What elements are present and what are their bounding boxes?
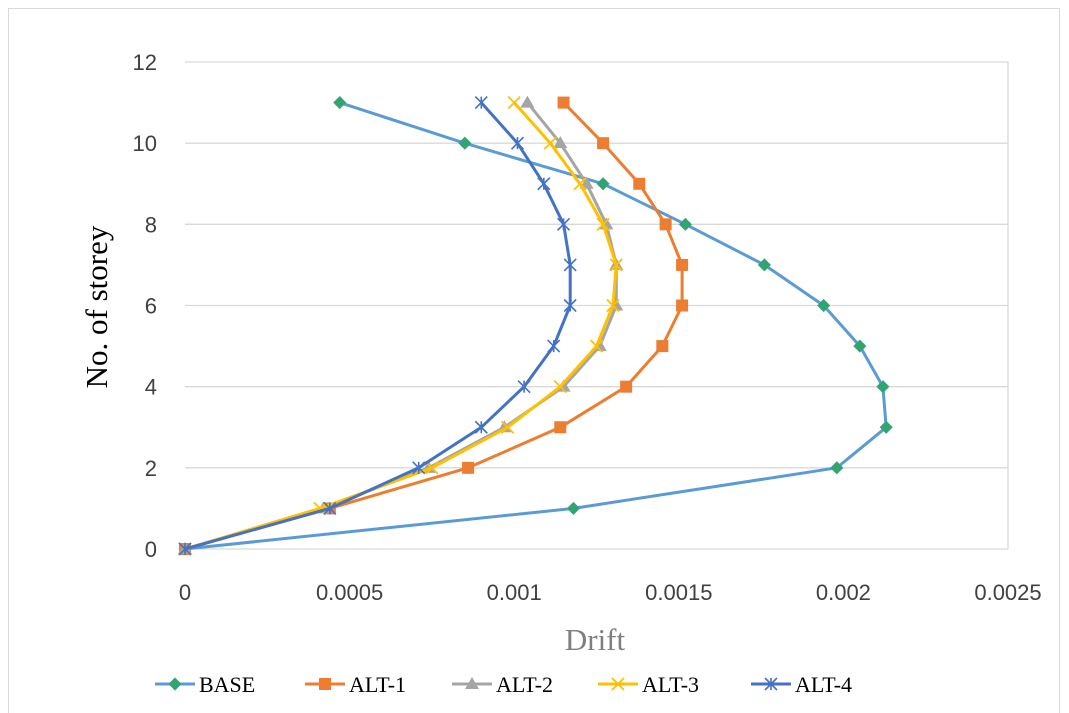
x-tick-label: 0.001 (487, 580, 542, 605)
data-point (178, 542, 192, 556)
x-tick-label: 0.0005 (316, 580, 383, 605)
data-point (474, 96, 488, 110)
data-point (507, 95, 521, 110)
y-axis-label: No. of storey (79, 225, 114, 388)
data-point (462, 461, 475, 474)
data-point (656, 340, 669, 353)
data-point (537, 177, 551, 191)
data-point (425, 461, 439, 475)
data-point (611, 677, 625, 691)
data-point (606, 298, 620, 313)
data-point (557, 96, 570, 109)
data-point (412, 461, 426, 475)
legend-item-alt-4: ALT-4 (751, 672, 852, 697)
x-axis-label: Drift (565, 622, 626, 657)
legend-label: ALT-4 (795, 672, 852, 697)
y-tick-labels: 0 2 4 6 8 10 12 (133, 50, 157, 562)
legend-label: ALT-1 (349, 672, 406, 697)
data-point (517, 380, 531, 394)
data-point (764, 677, 778, 691)
data-point (566, 501, 581, 515)
y-tick-label: 2 (145, 456, 157, 481)
series-line (184, 101, 618, 551)
grid-lines (185, 61, 1009, 550)
data-point (557, 217, 571, 231)
y-tick-label: 12 (133, 50, 157, 75)
data-point (573, 177, 587, 191)
series-base (178, 96, 893, 556)
series-lines (178, 95, 893, 556)
x-tick-labels: 0 0.0005 0.001 0.0015 0.002 0.0025 (179, 580, 1042, 605)
data-point (597, 137, 610, 150)
y-tick-label: 10 (133, 131, 157, 156)
data-point (757, 258, 771, 272)
series-line (184, 101, 684, 551)
data-point (563, 298, 577, 313)
x-tick-label: 0.0025 (974, 580, 1041, 605)
series-alt-1 (179, 96, 689, 555)
data-point (543, 136, 558, 150)
data-point (676, 258, 689, 271)
legend: BASE ALT-1 ALT-2 ALT-3 ALT-4 (155, 672, 852, 697)
series-line (184, 101, 888, 551)
data-point (168, 677, 182, 691)
data-point (676, 299, 689, 312)
data-point (876, 380, 890, 394)
y-tick-label: 0 (145, 537, 157, 562)
data-point (547, 339, 561, 353)
data-point (500, 420, 515, 434)
legend-label: BASE (199, 672, 255, 697)
data-point (465, 677, 479, 689)
data-point (633, 177, 646, 190)
legend-item-alt-1: ALT-1 (305, 672, 406, 697)
legend-item-base: BASE (155, 672, 255, 697)
data-point (620, 380, 633, 393)
data-point (817, 298, 831, 313)
data-point (553, 136, 568, 149)
data-point (659, 218, 672, 231)
series-alt-2 (178, 95, 624, 554)
y-tick-label: 8 (145, 212, 157, 237)
legend-label: ALT-2 (496, 672, 553, 697)
series-line (184, 101, 572, 551)
y-tick-label: 6 (145, 294, 157, 319)
data-point (458, 136, 472, 150)
data-point (474, 420, 488, 434)
legend-label: ALT-3 (642, 672, 699, 697)
legend-item-alt-2: ALT-2 (452, 672, 553, 697)
data-point (589, 339, 604, 353)
data-point (520, 95, 535, 108)
data-point (563, 258, 577, 272)
legend-item-alt-3: ALT-3 (598, 672, 699, 697)
x-tick-label: 0.002 (816, 580, 871, 605)
data-point (609, 258, 623, 272)
data-point (553, 380, 567, 394)
series-alt-4 (178, 96, 577, 556)
data-point (879, 420, 893, 434)
data-point (319, 678, 331, 690)
data-point (510, 136, 525, 150)
data-point (830, 461, 844, 475)
data-point (554, 421, 567, 434)
data-point (323, 501, 337, 515)
data-point (333, 96, 347, 110)
data-point (596, 217, 610, 231)
x-tick-label: 0.0015 (645, 580, 712, 605)
data-point (853, 339, 867, 353)
x-tick-label: 0 (179, 580, 191, 605)
data-point (678, 217, 692, 231)
y-tick-label: 4 (145, 375, 157, 400)
data-point (596, 177, 610, 191)
